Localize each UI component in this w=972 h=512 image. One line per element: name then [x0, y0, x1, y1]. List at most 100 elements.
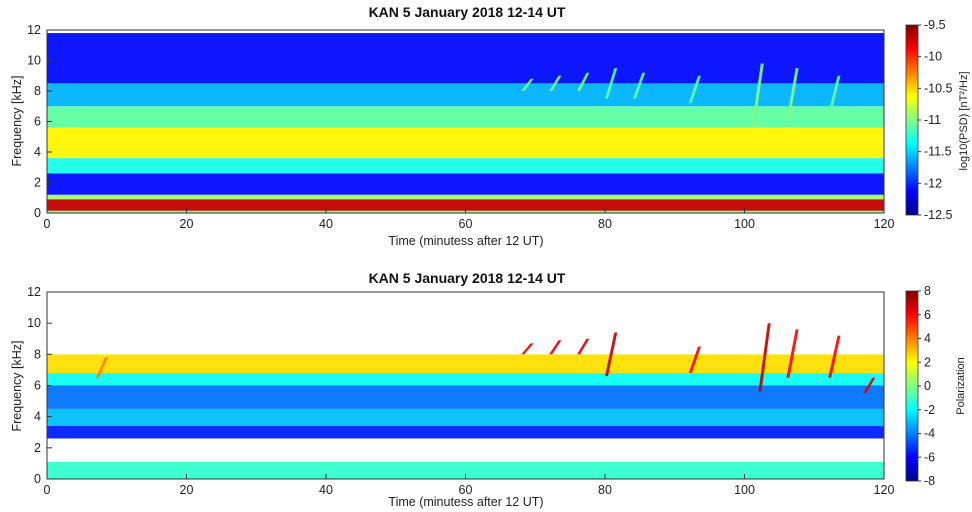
psd-colorbar-tick-label-5: -12: [924, 176, 942, 190]
psd-colorbar-label: log10(PSD) [nT²/Hz]: [958, 71, 970, 170]
polarization-band-5: [47, 373, 884, 386]
polarization-colorbar-tick-label-8: -8: [924, 474, 935, 488]
psd-emission-7: [786, 68, 799, 122]
psd-band-4: [47, 158, 884, 174]
psd-y-tick-label-0: 0: [34, 206, 41, 220]
polarization-colorbar-tick-label-4: 0: [924, 379, 931, 393]
psd-x-axis-label: Time (minutess after 12 UT): [388, 234, 543, 248]
psd-y-tick-label-2: 4: [34, 145, 41, 159]
polarization-colorbar-tick-label-2: 4: [924, 332, 931, 346]
polarization-y-ticks: 0 2 4 6 8 10 12: [27, 285, 52, 486]
psd-band-5: [47, 127, 884, 159]
polarization-x-tick-label-1: 20: [180, 483, 194, 497]
polarization-emission-0: [95, 357, 109, 378]
psd-y-tick-label-4: 8: [34, 84, 41, 98]
polarization-emission-9: [863, 377, 876, 394]
polarization-emission-2: [549, 340, 562, 355]
polarization-x-tick-label-0: 0: [44, 483, 51, 497]
psd-x-ticks: 0 20 40 60 80 100 120: [44, 208, 895, 231]
psd-colorbar-tick-label-4: -11.5: [924, 145, 952, 159]
psd-emission-3: [605, 68, 618, 99]
psd-emission-8: [828, 75, 841, 114]
polarization-x-ticks: 0 20 40 60 80 100 120: [44, 474, 895, 497]
polarization-colorbar-tick-label-5: -2: [924, 403, 935, 417]
polarization-spectrogram-panel: KAN 5 January 2018 12-14 UT 0 20 40 60 80 100…: [10, 270, 967, 509]
psd-band-2: [47, 194, 884, 200]
polarization-x-tick-label-5: 100: [734, 483, 755, 497]
polarization-emission-1: [521, 343, 534, 355]
polarization-y-axis-label: Frequency [kHz]: [10, 340, 24, 431]
polarization-emission-7: [786, 329, 799, 378]
psd-colorbar-tick-label-0: -9.5: [924, 18, 946, 32]
psd-band-8: [47, 33, 884, 84]
psd-x-tick-label-4: 80: [598, 217, 612, 231]
psd-colorbar-tick-label-2: -10.5: [924, 81, 953, 95]
psd-plot-area: [47, 30, 884, 213]
polarization-colorbar-tick-label-7: -6: [924, 450, 935, 464]
polarization-chart-title: KAN 5 January 2018 12-14 UT: [369, 270, 566, 286]
polarization-x-axis-label: Time (minutess after 12 UT): [388, 495, 543, 509]
psd-colorbar: [905, 24, 919, 216]
psd-band-7: [47, 83, 884, 107]
polarization-y-tick-label-4: 8: [34, 347, 41, 361]
psd-y-tick-label-3: 6: [34, 115, 41, 129]
polarization-band-1: [47, 438, 884, 462]
polarization-band-6: [47, 354, 884, 374]
polarization-x-tick-label-6: 120: [874, 483, 895, 497]
polarization-colorbar-tick-label-0: 8: [924, 284, 931, 298]
psd-x-tick-label-1: 20: [180, 217, 194, 231]
psd-x-tick-label-5: 100: [734, 217, 755, 231]
psd-colorbar-ticks: -9.5 -10 -10.5 -11 -11.5 -12 -12.5: [918, 18, 953, 222]
psd-x-tick-label-6: 120: [874, 217, 895, 231]
psd-x-tick-label-0: 0: [44, 217, 51, 231]
psd-band-1: [47, 199, 884, 211]
psd-emission-5: [688, 75, 701, 104]
psd-emission-0: [521, 78, 534, 91]
polarization-x-tick-label-4: 80: [598, 483, 612, 497]
polarization-x-tick-label-3: 60: [459, 483, 473, 497]
psd-emission-2: [577, 72, 590, 91]
polarization-emission-8: [828, 335, 841, 378]
psd-y-axis-label: Frequency [kHz]: [10, 75, 24, 166]
polarization-y-tick-label-5: 10: [27, 316, 41, 330]
psd-chart-title: KAN 5 January 2018 12-14 UT: [369, 4, 566, 20]
polarization-colorbar-tick-label-3: 2: [924, 355, 931, 369]
psd-spectrogram-panel: KAN 5 January 2018 12-14 UT 0 20 40 60 80 100…: [10, 4, 970, 248]
psd-y-tick-label-5: 10: [27, 54, 41, 68]
polarization-emission-5: [688, 346, 701, 373]
polarization-y-tick-label-2: 4: [34, 410, 41, 424]
polarization-plot-area: [47, 292, 884, 479]
psd-colorbar-tick-label-6: -12.5: [924, 208, 953, 222]
polarization-emission-6: [758, 323, 771, 392]
polarization-band-0: [47, 461, 884, 479]
polarization-colorbar-label: Polarization: [955, 357, 967, 414]
polarization-band-2: [47, 426, 884, 439]
psd-emission-1: [549, 75, 562, 91]
polarization-x-tick-label-2: 40: [319, 483, 333, 497]
polarization-emission-3: [577, 338, 590, 355]
polarization-y-tick-label-3: 6: [34, 379, 41, 393]
psd-y-ticks: 0 2 4 6 8 10 12: [27, 23, 52, 220]
polarization-colorbar-tick-label-1: 6: [924, 308, 931, 322]
psd-emission-6: [751, 63, 764, 128]
polarization-colorbar-ticks: 8 6 4 2 0 -2 -4 -6 -8: [918, 284, 935, 488]
polarization-band-3: [47, 408, 884, 427]
psd-band-6: [47, 106, 884, 128]
psd-band-3: [47, 173, 884, 195]
polarization-y-tick-label-0: 0: [34, 472, 41, 486]
psd-colorbar-tick-label-3: -11: [924, 113, 941, 127]
polarization-y-tick-label-6: 12: [27, 285, 41, 299]
psd-emission-4: [632, 72, 646, 99]
polarization-y-tick-label-1: 2: [34, 441, 41, 455]
psd-y-tick-label-6: 12: [27, 23, 41, 37]
psd-x-tick-label-3: 60: [459, 217, 473, 231]
polarization-emission-4: [605, 332, 618, 377]
polarization-band-4: [47, 385, 884, 409]
psd-y-tick-label-1: 2: [34, 176, 41, 190]
psd-x-tick-label-2: 40: [319, 217, 333, 231]
polarization-colorbar-tick-label-6: -4: [924, 427, 935, 441]
polarization-band-7: [47, 292, 884, 355]
polarization-colorbar: [905, 290, 919, 482]
